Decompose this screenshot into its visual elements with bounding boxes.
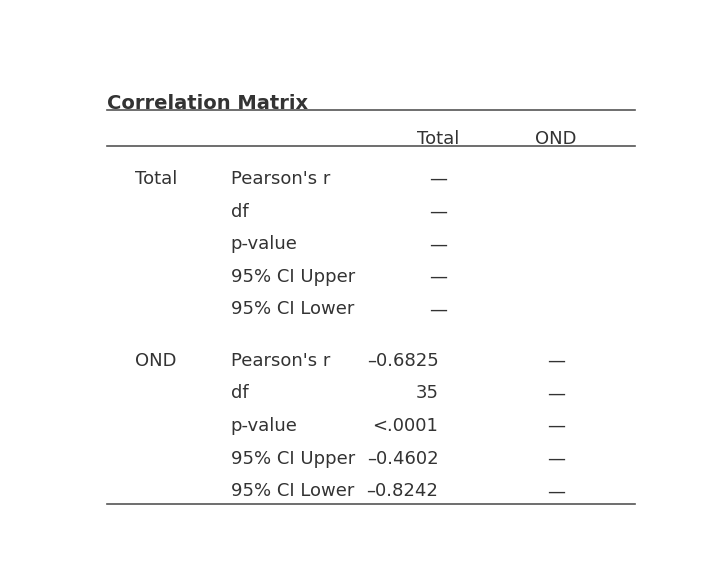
Text: Total: Total (417, 130, 460, 148)
Text: –0.6825: –0.6825 (366, 352, 438, 370)
Text: —: — (547, 482, 565, 501)
Text: —: — (429, 202, 447, 220)
Text: —: — (547, 352, 565, 370)
Text: <.0001: <.0001 (373, 417, 438, 435)
Text: Pearson's r: Pearson's r (231, 352, 330, 370)
Text: —: — (429, 300, 447, 318)
Text: df: df (231, 385, 248, 403)
Text: 35: 35 (416, 385, 438, 403)
Text: p-value: p-value (231, 235, 298, 253)
Text: Total: Total (135, 170, 178, 188)
Text: 95% CI Upper: 95% CI Upper (231, 450, 355, 467)
Text: –0.8242: –0.8242 (366, 482, 438, 501)
Text: 95% CI Lower: 95% CI Lower (231, 300, 354, 318)
Text: —: — (429, 268, 447, 286)
Text: —: — (547, 417, 565, 435)
Text: Correlation Matrix: Correlation Matrix (107, 94, 308, 113)
Text: OND: OND (536, 130, 577, 148)
Text: —: — (429, 235, 447, 253)
Text: —: — (547, 385, 565, 403)
Text: –0.4602: –0.4602 (367, 450, 438, 467)
Text: 95% CI Upper: 95% CI Upper (231, 268, 355, 286)
Text: —: — (429, 170, 447, 188)
Text: df: df (231, 202, 248, 220)
Text: OND: OND (135, 352, 177, 370)
Text: p-value: p-value (231, 417, 298, 435)
Text: Pearson's r: Pearson's r (231, 170, 330, 188)
Text: 95% CI Lower: 95% CI Lower (231, 482, 354, 501)
Text: —: — (547, 450, 565, 467)
